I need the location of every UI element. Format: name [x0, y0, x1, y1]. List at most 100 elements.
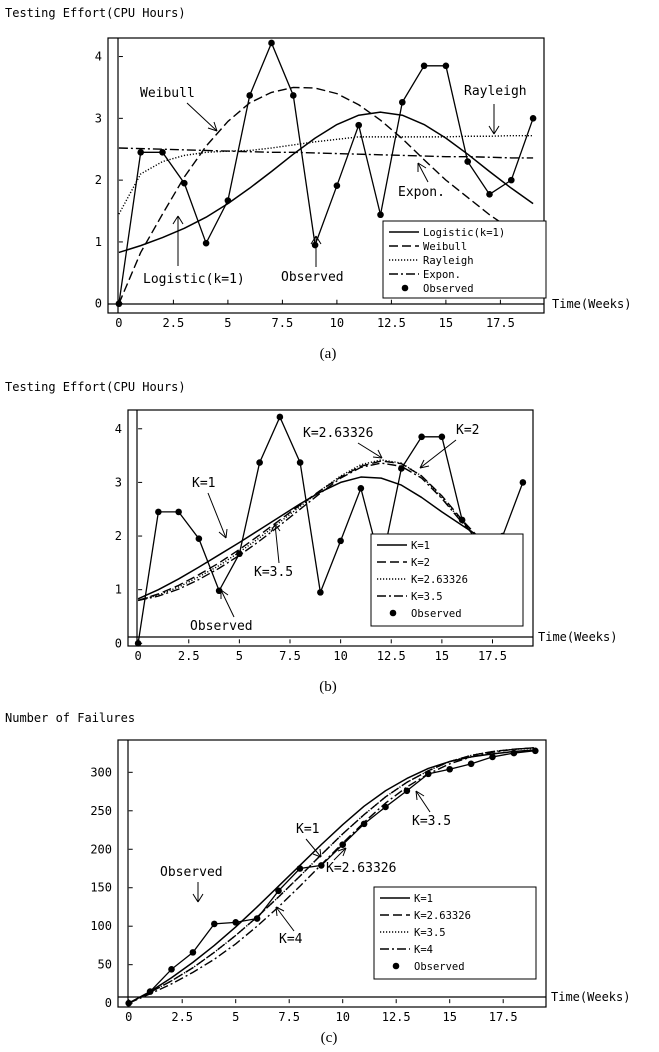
panel-c-caption: (c) [321, 1030, 338, 1046]
observed-point [155, 508, 162, 516]
arrow-k1-c [305, 838, 322, 858]
observed-point [532, 747, 539, 755]
legend-label: K=1 [414, 893, 433, 905]
arrow-logistic-head [172, 215, 184, 225]
legend-entry: K=2.63326 [380, 910, 471, 922]
legend-entry: K=4 [380, 944, 433, 956]
observed-point [333, 182, 341, 189]
observed-point [382, 803, 389, 811]
annotation-weibull: Weibull [140, 86, 195, 101]
x-tick-label: 10 [330, 316, 344, 330]
x-tick-label: 7.5 [278, 1010, 300, 1024]
observed-point [236, 550, 243, 558]
x-tick-label: 15 [439, 316, 453, 330]
series-observed-line [118, 41, 534, 304]
arrow-k1-b-head [218, 528, 228, 539]
observed-point [458, 516, 466, 524]
observed-point [425, 770, 432, 778]
y-tick-label: 0 [95, 297, 102, 311]
y-tick-label: 3 [115, 475, 122, 489]
panel-b-series [134, 413, 527, 647]
legend-box [382, 220, 547, 299]
legend-box [373, 886, 537, 980]
observed-point [253, 915, 261, 922]
observed-point [508, 176, 515, 184]
legend-label: K=2.63326 [411, 574, 468, 586]
observed-point [403, 787, 411, 795]
observed-point [464, 158, 472, 165]
annotation-observed-b: Observed [190, 619, 253, 634]
x-tick-label: 5 [236, 649, 243, 663]
arrow-k1-b [207, 492, 227, 539]
observed-point [268, 39, 275, 47]
series-k-3-5-line [128, 747, 536, 1004]
panel-c-series [125, 746, 539, 1007]
arrow-k4-c [275, 906, 295, 932]
arrow-k35-b [274, 523, 280, 564]
panel-b-legend: K=1 K=2 K=2.63326 K=3.5 Observed [370, 533, 524, 627]
y-tick-label: 150 [90, 881, 112, 895]
legend-label: K=1 [411, 540, 430, 552]
observed-point [256, 459, 263, 466]
observed-point [510, 749, 518, 757]
legend-label: Observed [414, 961, 465, 973]
series-rayleigh-line [118, 134, 534, 215]
observed-point [115, 300, 123, 308]
observed-point [146, 988, 154, 995]
x-tick-label: 2.5 [178, 649, 200, 663]
observed-point [355, 121, 363, 129]
y-tick-label: 1 [95, 235, 102, 249]
legend-entry: Observed [401, 283, 474, 295]
legend-entry: K=1 [377, 540, 430, 552]
x-tick-label: 17.5 [478, 649, 507, 663]
panel-a-frame [107, 37, 545, 314]
x-tick-label: 2.5 [163, 316, 185, 330]
legend-label: K=4 [414, 944, 433, 956]
y-tick-label: 4 [95, 50, 102, 64]
y-tick-label: 3 [95, 111, 102, 125]
legend-label: K=2.63326 [414, 910, 471, 922]
legend-entry: K=3.5 [377, 591, 443, 603]
arrow-observed-c-head [192, 893, 204, 903]
legend-marker-observed [401, 284, 409, 292]
annotation-k4-c: K=4 [279, 932, 303, 947]
x-tick-label: 10 [333, 649, 347, 663]
legend-entry: Observed [389, 608, 462, 620]
arrow-k263-b [357, 442, 383, 459]
annotation-k263-c: K=2.63326 [326, 861, 396, 876]
annotation-rayleigh: Rayleigh [464, 84, 527, 99]
panel-c-legend: K=1 K=2.63326 K=3.5 K=4 Observed [373, 886, 537, 980]
x-tick-label: 0 [135, 649, 142, 663]
observed-point [189, 949, 197, 956]
arrow-expon [417, 162, 429, 183]
legend-label: Expon. [423, 269, 461, 281]
observed-point [489, 753, 496, 761]
y-tick-label: 0 [105, 996, 112, 1010]
annotation-k2-b: K=2 [456, 423, 479, 438]
series-observed-line [137, 415, 524, 644]
annotation-k1-b: K=1 [192, 476, 215, 491]
annotation-k35-b: K=3.5 [254, 565, 293, 580]
observed-point [137, 149, 144, 156]
observed-point [337, 537, 344, 545]
observed-point [360, 820, 368, 828]
panel-b: Testing Effort(CPU Hours) Time(Weeks) 0 2… [5, 380, 617, 695]
observed-point [467, 760, 475, 768]
panel-a-caption: (a) [320, 346, 337, 362]
x-tick-label: 5 [224, 316, 231, 330]
x-tick-label: 15 [435, 649, 449, 663]
observed-point [377, 211, 384, 219]
series-weibull-line [118, 86, 512, 305]
observed-point [246, 92, 253, 99]
y-tick-label: 50 [98, 958, 112, 972]
panel-b-frame [127, 409, 534, 647]
x-tick-label: 0 [125, 1010, 132, 1024]
observed-point [296, 865, 304, 872]
legend-marker-observed [389, 609, 397, 617]
x-tick-label: 10 [335, 1010, 349, 1024]
legend-entry: Rayleigh [389, 255, 474, 267]
observed-point [418, 433, 425, 441]
arrow-k263-b-head [372, 449, 383, 459]
x-tick-label: 17.5 [486, 316, 515, 330]
